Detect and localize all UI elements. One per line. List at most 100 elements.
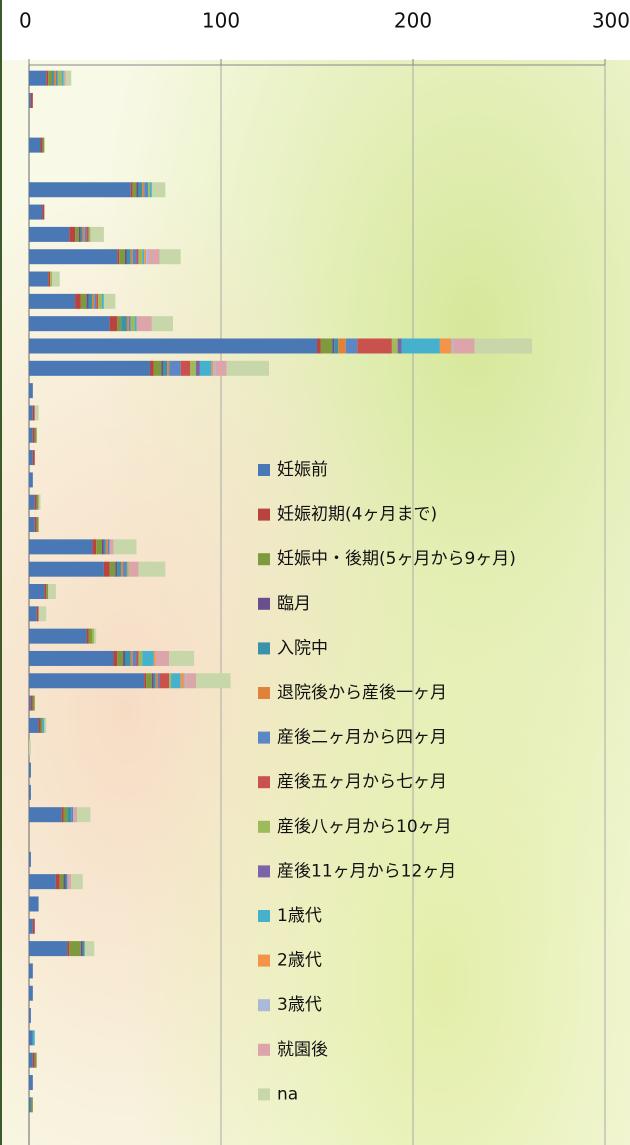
bar-segment bbox=[117, 650, 124, 666]
bar-segment bbox=[186, 673, 197, 689]
bar-segment bbox=[29, 762, 31, 778]
bar-segment bbox=[196, 673, 231, 689]
bar-segment bbox=[69, 226, 76, 242]
bar-segment bbox=[29, 740, 31, 756]
bar-segment bbox=[345, 338, 358, 354]
bar-segment bbox=[29, 249, 118, 265]
bar-segment bbox=[29, 293, 76, 309]
bar-segment bbox=[61, 70, 64, 86]
bar-segment bbox=[161, 360, 164, 376]
legend-swatch bbox=[258, 910, 270, 922]
bar-segment bbox=[128, 561, 139, 577]
bar-segment bbox=[101, 539, 104, 555]
bar-segment bbox=[71, 874, 83, 890]
bar-segment bbox=[90, 226, 104, 242]
bar-segment bbox=[453, 338, 475, 354]
bar-segment bbox=[151, 182, 166, 198]
bar-segment bbox=[29, 450, 33, 466]
bar-segment bbox=[334, 338, 339, 354]
bar-segment bbox=[32, 918, 35, 934]
bar-segment bbox=[320, 338, 333, 354]
bar-segment bbox=[103, 293, 116, 309]
bar-segment bbox=[29, 338, 317, 354]
bar-segment bbox=[50, 271, 53, 287]
wash bbox=[0, 60, 630, 1145]
bar-segment bbox=[36, 494, 39, 510]
bar-segment bbox=[92, 628, 95, 644]
legend-label: 1歳代 bbox=[277, 906, 322, 926]
bar-segment bbox=[149, 360, 154, 376]
bar-segment bbox=[138, 561, 166, 577]
bar-segment bbox=[29, 695, 31, 711]
bar-segment bbox=[125, 249, 127, 265]
bar-segment bbox=[146, 673, 152, 689]
bar-segment bbox=[148, 249, 160, 265]
bar-segment bbox=[109, 539, 114, 555]
bar-segment bbox=[88, 628, 93, 644]
legend-label: 妊娠前 bbox=[277, 460, 328, 480]
x-tick-label: 0 bbox=[19, 9, 32, 33]
bar-segment bbox=[86, 628, 89, 644]
x-tick-label: 100 bbox=[202, 9, 240, 33]
bar-segment bbox=[30, 92, 33, 108]
bar-segment bbox=[32, 695, 35, 711]
bar-segment bbox=[73, 807, 77, 823]
legend-swatch bbox=[258, 776, 270, 789]
bar-segment bbox=[63, 874, 66, 890]
bar-segment bbox=[29, 1030, 33, 1046]
bar-segment bbox=[29, 1075, 33, 1091]
bar-segment bbox=[84, 941, 95, 957]
bar-segment bbox=[29, 673, 145, 689]
bar-segment bbox=[121, 316, 127, 332]
bar-segment bbox=[36, 606, 39, 622]
bar-segment bbox=[29, 383, 33, 399]
bar-segment bbox=[190, 360, 197, 376]
bar-segment bbox=[397, 338, 402, 354]
bar-segment bbox=[169, 673, 172, 689]
bar-segment bbox=[92, 539, 97, 555]
bar-segment bbox=[78, 226, 81, 242]
bar-segment bbox=[130, 249, 133, 265]
bar-segment bbox=[29, 650, 114, 666]
legend-label: 臨月 bbox=[277, 594, 311, 614]
bar-segment bbox=[215, 360, 227, 376]
bar-segment bbox=[48, 70, 53, 86]
bar-segment bbox=[42, 717, 45, 733]
legend-swatch bbox=[258, 999, 270, 1012]
bar-segment bbox=[29, 226, 70, 242]
bar-segment bbox=[29, 874, 56, 890]
header-band bbox=[0, 0, 630, 60]
bar-segment bbox=[29, 1052, 33, 1068]
legend-label: 入院中 bbox=[277, 638, 328, 658]
bar-segment bbox=[126, 561, 129, 577]
bar-segment bbox=[34, 1052, 37, 1068]
bar-segment bbox=[107, 539, 110, 555]
bar-segment bbox=[155, 650, 170, 666]
bar-segment bbox=[109, 561, 116, 577]
bar-segment bbox=[29, 985, 33, 1001]
legend-swatch bbox=[258, 731, 270, 744]
bar-segment bbox=[132, 650, 137, 666]
bar-segment bbox=[115, 561, 118, 577]
bar-segment bbox=[121, 561, 124, 577]
bar-segment bbox=[153, 650, 156, 666]
bar-segment bbox=[29, 896, 39, 912]
bar-segment bbox=[157, 673, 160, 689]
bar-segment bbox=[169, 360, 181, 376]
bar-segment bbox=[52, 70, 54, 86]
bar-segment bbox=[69, 941, 81, 957]
bar-segment bbox=[29, 494, 35, 510]
bar-segment bbox=[32, 427, 35, 443]
bar-segment bbox=[149, 182, 152, 198]
bar-segment bbox=[29, 517, 35, 533]
bar-segment bbox=[29, 941, 68, 957]
legend-label: 妊娠初期(4ヶ月まで) bbox=[277, 505, 437, 525]
bar-segment bbox=[138, 650, 143, 666]
bar-segment bbox=[29, 405, 33, 421]
legend-label: 退院後から産後一ヶ月 bbox=[277, 683, 447, 703]
bar-segment bbox=[338, 338, 346, 354]
bar-segment bbox=[132, 249, 137, 265]
bar-segment bbox=[142, 182, 145, 198]
bar-segment bbox=[123, 561, 127, 577]
